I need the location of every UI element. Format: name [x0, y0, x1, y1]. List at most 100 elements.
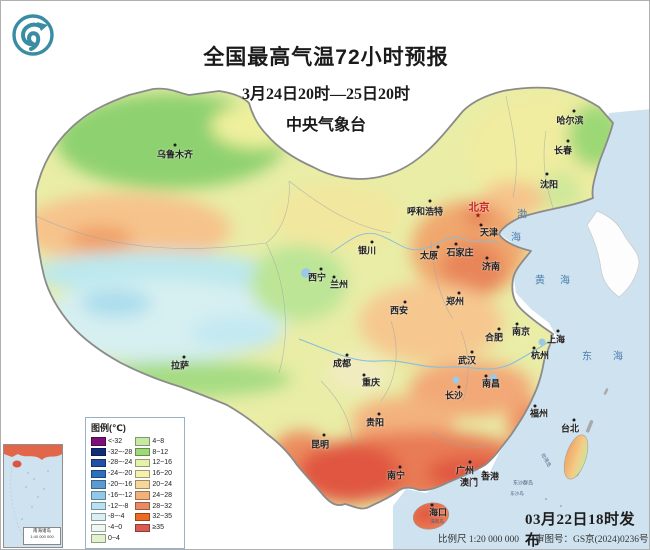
inset-hainan — [12, 460, 22, 468]
city-dot — [470, 350, 474, 354]
legend-label: -16~-12 — [108, 491, 133, 499]
province-borders — [36, 95, 554, 449]
sea-name-label: 黄 — [535, 275, 545, 287]
city-dot — [533, 404, 537, 408]
legend-swatch — [91, 458, 106, 468]
legend-swatch — [135, 501, 151, 511]
legend-item: -12~-8 — [91, 501, 132, 512]
inset-title: 南海诸岛 — [33, 528, 51, 533]
legend-swatch — [91, 469, 106, 479]
city-dot — [362, 373, 366, 377]
sea-name-label: 海 — [511, 232, 521, 244]
rivers — [298, 232, 556, 370]
legend-column-right: 4~8 8~12 12~16 16~20 20~24 24~28 28~32 32~35 ≥35 — [135, 436, 172, 544]
city-dot — [473, 477, 477, 481]
legend-item: -24~-20 — [91, 468, 132, 479]
city-label: 香港 — [480, 471, 500, 482]
city-label: 南宁 — [386, 470, 406, 481]
city-dot — [457, 385, 461, 389]
city-label: 沈阳 — [539, 179, 559, 190]
temperature-legend: 图例(℃) <-32 -32~-28 -28~-24 -24~-20 -20~-16 -1… — [85, 417, 185, 549]
legend-item: 4~8 — [135, 436, 172, 447]
legend-swatch — [91, 480, 106, 489]
city-dot — [572, 109, 576, 113]
island-name-label: 东沙群岛 — [512, 480, 534, 487]
city-dot — [545, 172, 549, 176]
city-label: 海口 — [428, 507, 448, 518]
lakes — [301, 268, 546, 384]
legend-column-left: <-32 -32~-28 -28~-24 -24~-20 -20~-16 -16~-12 -… — [91, 436, 132, 544]
city-label: 拉萨 — [170, 360, 190, 371]
sea-name-label: 海 — [613, 351, 623, 363]
legend-item: 24~28 — [135, 490, 172, 501]
city-dot — [173, 143, 177, 147]
city-label: 广州 — [455, 465, 475, 476]
legend-label: 32~35 — [152, 513, 172, 521]
city-dot — [515, 322, 519, 326]
legend-swatch — [91, 447, 106, 457]
city-dot — [454, 242, 458, 246]
city-dot — [319, 267, 323, 271]
city-dot — [345, 353, 349, 357]
legend-swatch — [135, 523, 151, 533]
legend-label: 0~4 — [108, 535, 120, 543]
legend-label: -20~-16 — [108, 481, 133, 489]
legend-item: 32~35 — [135, 512, 172, 523]
city-dot — [182, 355, 186, 359]
legend-swatch — [91, 501, 106, 511]
korea-peninsula — [586, 210, 640, 298]
city-dot — [572, 418, 576, 422]
city-dot — [377, 412, 381, 416]
legend-swatch — [135, 437, 151, 446]
legend-swatch — [91, 437, 106, 446]
hainan-island — [412, 502, 450, 530]
legend-label: 24~28 — [152, 491, 172, 499]
city-label: 南昌 — [481, 378, 501, 389]
legend-item: 20~24 — [135, 479, 172, 490]
legend-item: 28~32 — [135, 501, 172, 512]
legend-label: -24~-20 — [108, 470, 133, 478]
city-label: 南京 — [511, 326, 531, 337]
city-label: 济南 — [481, 261, 501, 272]
city-dot — [322, 433, 326, 437]
city-label: 上海 — [546, 334, 566, 345]
city-label: 长春 — [553, 145, 573, 156]
legend-swatch — [91, 491, 106, 500]
city-dot — [485, 256, 489, 260]
legend-label: 4~8 — [152, 437, 165, 445]
legend-item: -20~-16 — [91, 479, 132, 490]
city-dot — [532, 346, 536, 350]
legend-swatch — [91, 523, 106, 533]
city-dot — [484, 374, 488, 378]
inset-coast — [4, 445, 62, 460]
map-scale: 比例尺 1:20 000 000 — [438, 535, 520, 545]
legend-item: 16~20 — [135, 468, 172, 479]
taiwan-island — [563, 434, 589, 480]
legend-label: -28~-24 — [108, 459, 133, 467]
legend-item: <-32 — [91, 436, 132, 447]
city-dot — [430, 503, 434, 507]
city-label: 哈尔滨 — [556, 115, 584, 126]
city-dot — [556, 329, 560, 333]
inset-scale: 1:40 000 000 — [30, 534, 54, 540]
legend-label: 16~20 — [152, 470, 172, 478]
city-label: 银川 — [357, 245, 377, 256]
legend-label: 20~24 — [152, 481, 172, 489]
legend-swatch — [135, 512, 151, 522]
city-label: 呼和浩特 — [406, 206, 444, 217]
cma-logo — [12, 14, 54, 56]
city-dot — [457, 291, 461, 295]
city-label: 贵阳 — [365, 417, 385, 428]
city-dot — [482, 470, 486, 474]
legend-swatch — [135, 458, 151, 468]
city-label: 昆明 — [310, 439, 330, 450]
inset-boundary-line — [10, 466, 27, 542]
city-label: 西宁 — [307, 272, 327, 283]
island-name-label: 海南岛 — [430, 519, 444, 524]
city-label: 杭州 — [530, 350, 550, 361]
city-dot — [468, 460, 472, 464]
city-dot — [566, 139, 570, 143]
legend-label: <-32 — [108, 437, 123, 445]
legend-item: -4~0 — [91, 522, 132, 533]
